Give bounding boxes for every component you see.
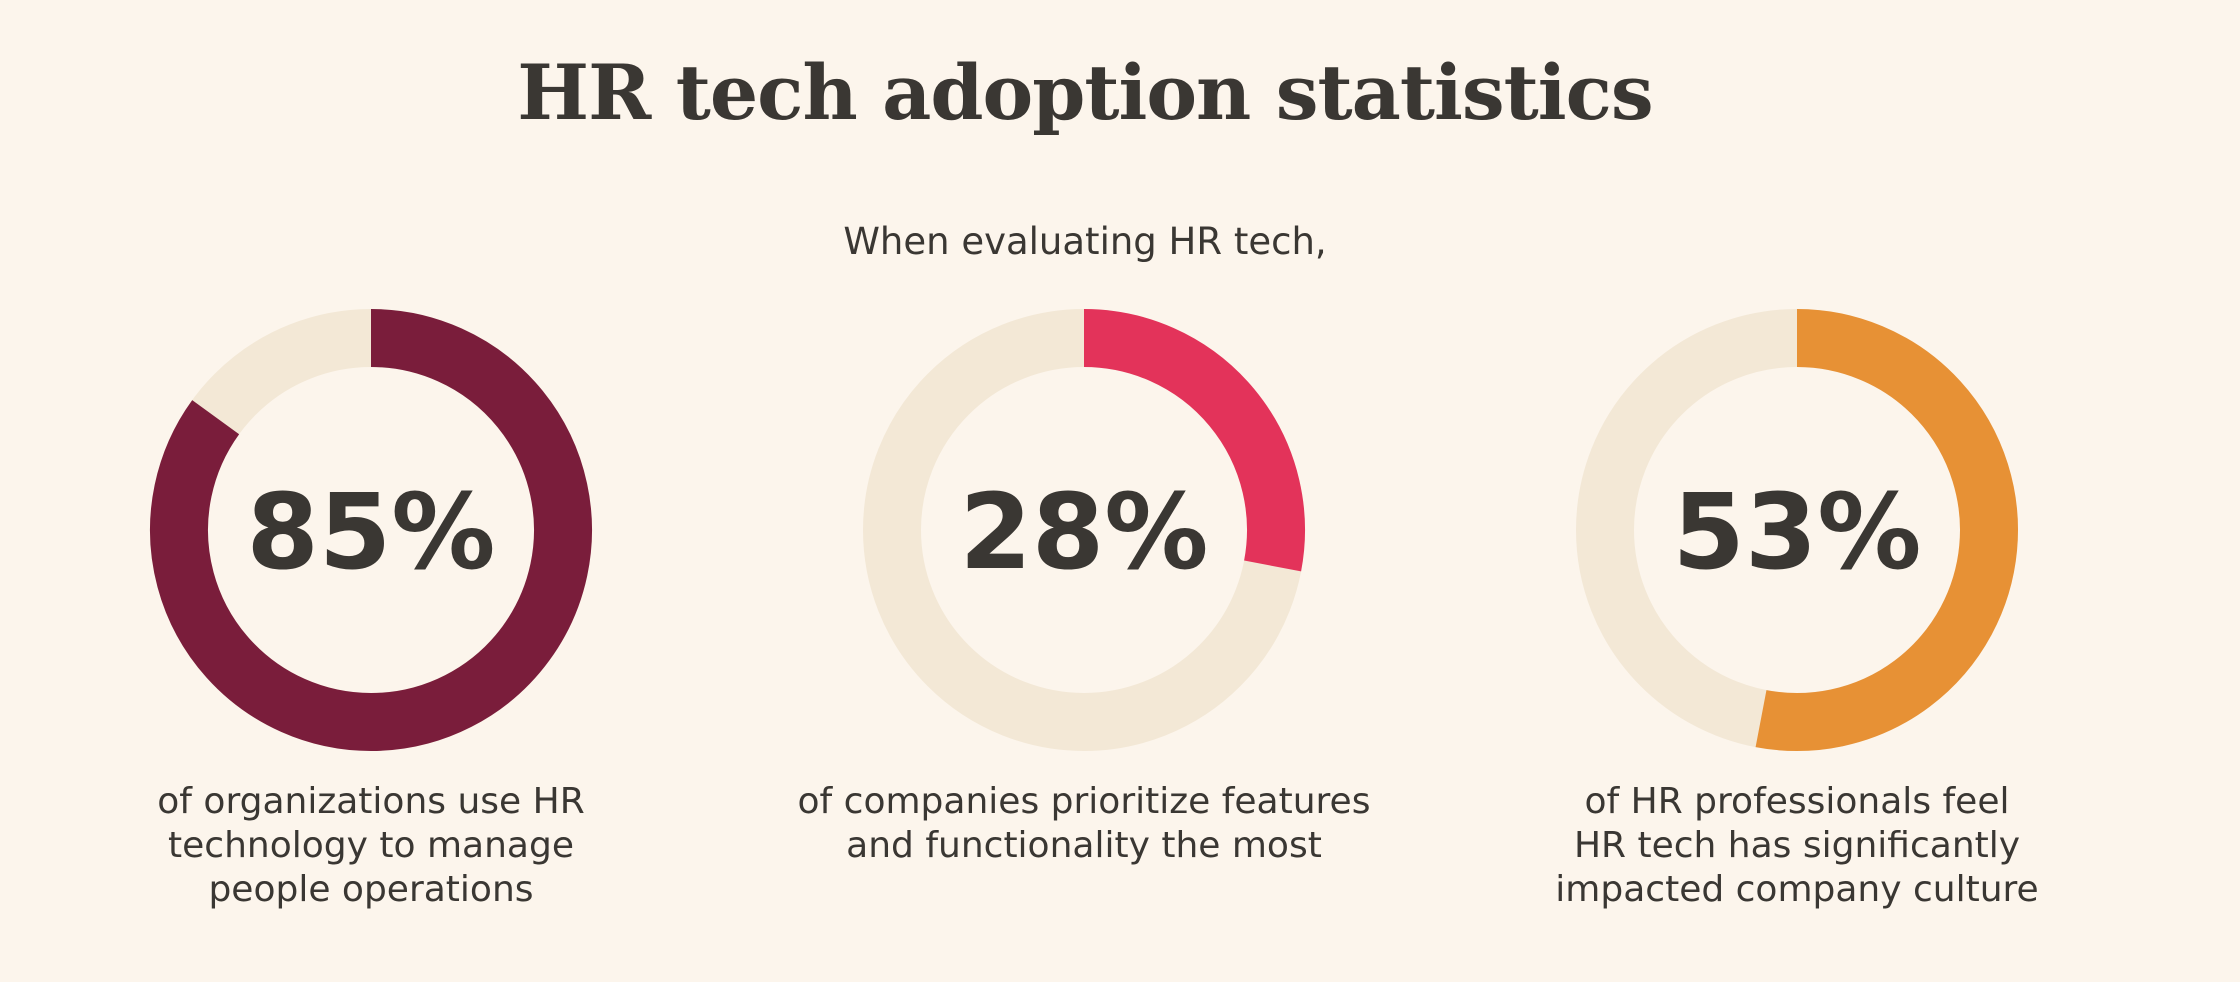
donut-chart-1: 85%	[150, 309, 592, 751]
donut-arc-3	[1755, 309, 2018, 751]
donut-arc-2	[1083, 309, 1305, 572]
caption-line: of organizations use HR	[157, 781, 585, 822]
chart-title: HR tech adoption statistics	[517, 48, 1653, 137]
caption-line: HR tech has significantly	[1573, 825, 2021, 866]
donut-value-label-1: 85%	[247, 471, 496, 593]
caption-line: of HR professionals feel	[1584, 781, 2010, 822]
donut-chart-2: 28%	[863, 309, 1305, 751]
stat-caption-3: of HR professionals feel HR tech has sig…	[1447, 780, 2147, 912]
caption-line: of companies prioritize features	[797, 781, 1371, 822]
caption-line: impacted company culture	[1555, 869, 2039, 910]
stat-card-3: 53% of HR professionals feel HR tech has…	[1447, 0, 2147, 982]
stat-caption-2: of companies prioritize features and fun…	[734, 780, 1434, 868]
caption-line: people operations	[208, 869, 534, 910]
stat-card-1: 85% of organizations use HR technology t…	[21, 0, 721, 982]
chart-subtitle: When evaluating HR tech,	[843, 220, 1327, 263]
donut-value-label-3: 53%	[1673, 471, 1922, 593]
caption-line: technology to manage	[168, 825, 574, 866]
donut-arc-1	[150, 309, 592, 751]
stat-card-2: 28% of companies prioritize features and…	[734, 0, 1434, 982]
stat-caption-1: of organizations use HR technology to ma…	[21, 780, 721, 912]
donut-value-label-2: 28%	[960, 471, 1209, 593]
caption-line: and functionality the most	[846, 825, 1322, 866]
donut-chart-3: 53%	[1576, 309, 2018, 751]
